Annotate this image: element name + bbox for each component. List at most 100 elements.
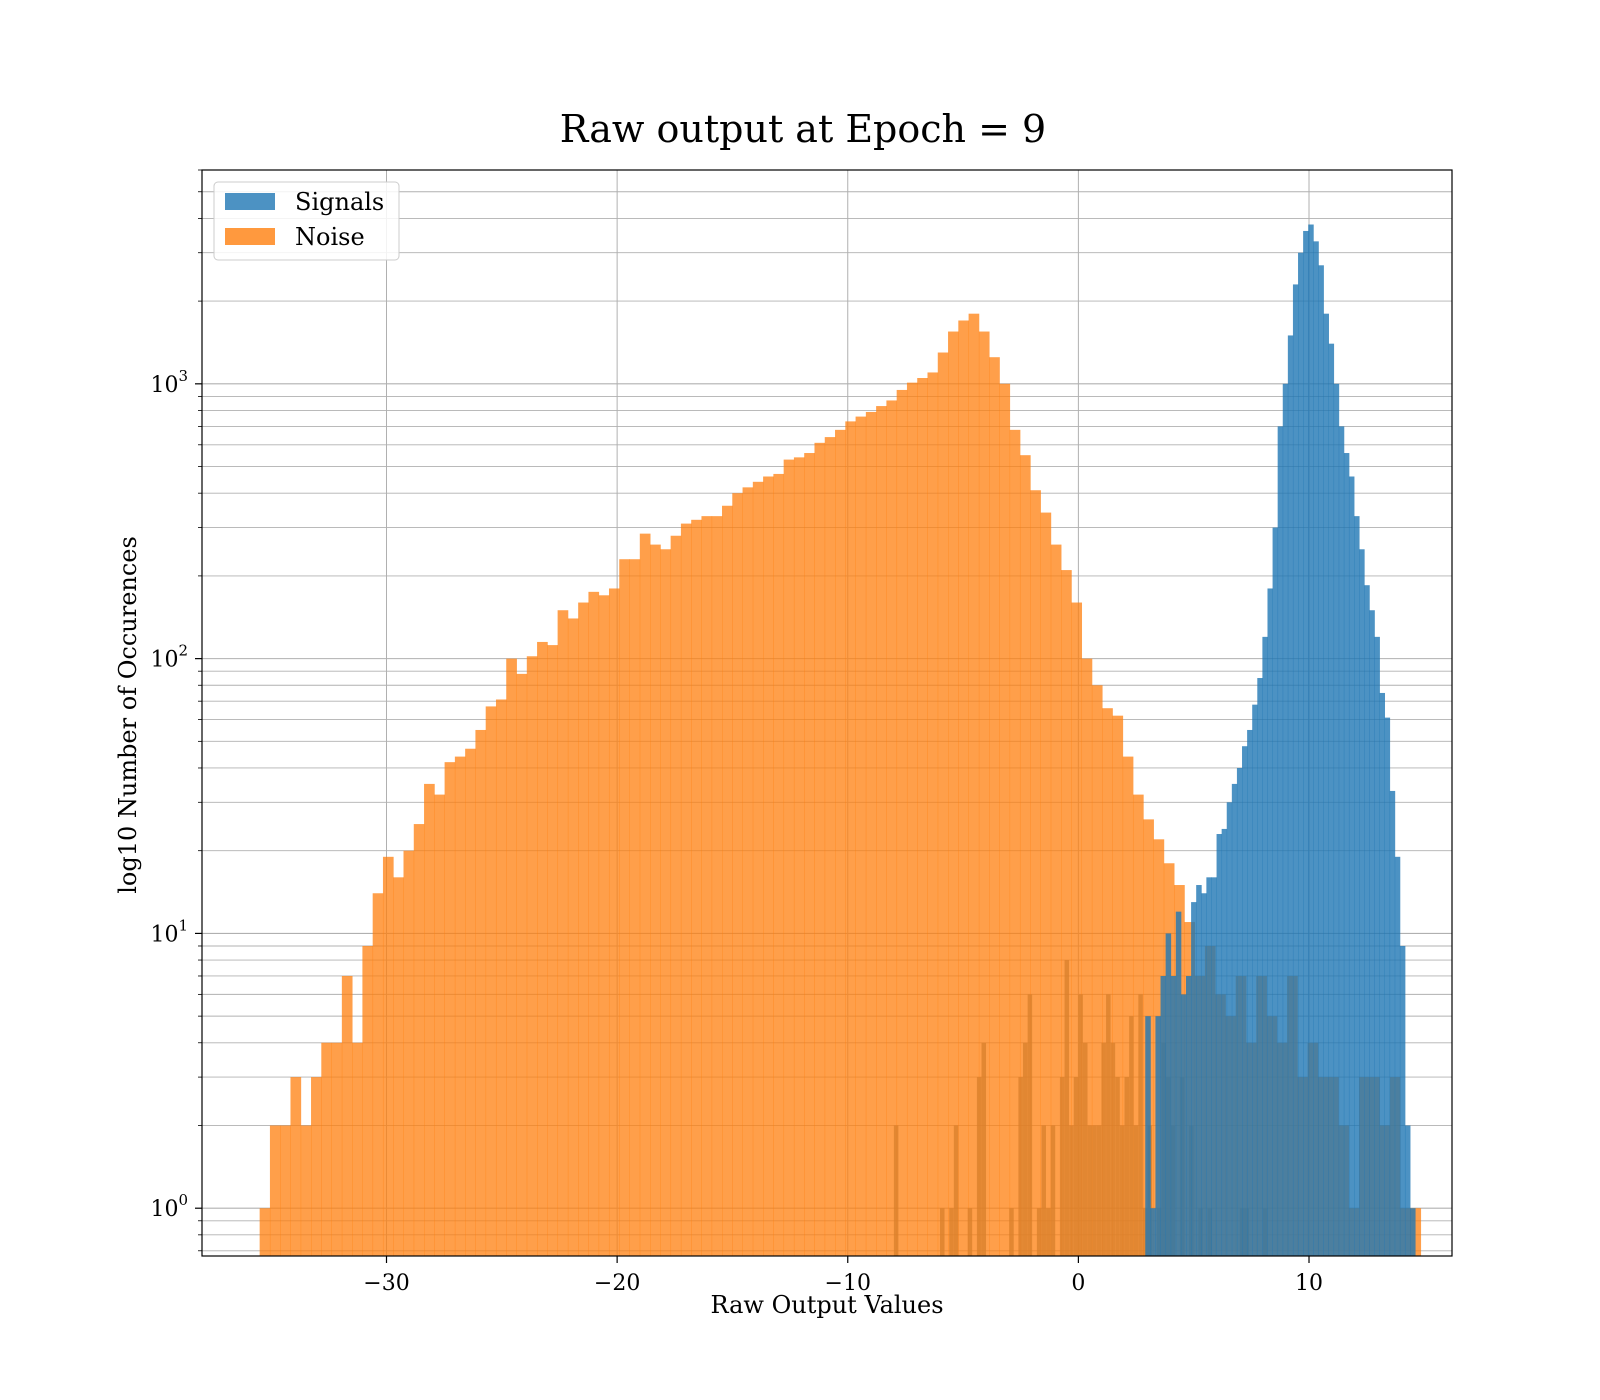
- histogram-bar: [444, 762, 456, 1256]
- histogram-bar: [1410, 1208, 1416, 1256]
- histogram-bar: [1186, 975, 1192, 1256]
- histogram-bar: [567, 618, 579, 1256]
- histogram-bar: [1410, 1208, 1422, 1256]
- x-tick-label: −30: [363, 1271, 409, 1296]
- histogram-bar: [1257, 678, 1263, 1256]
- histogram-bar: [855, 416, 867, 1257]
- plot-frame: [201, 169, 1453, 1257]
- histogram-bar: [1272, 527, 1279, 1256]
- histogram-bar: [824, 437, 836, 1256]
- histogram-bar: [1359, 549, 1365, 1256]
- histogram-bar: [1379, 692, 1386, 1256]
- x-tick-label: −20: [594, 1271, 640, 1296]
- histogram-bar: [1242, 746, 1248, 1256]
- histogram-bar: [1343, 453, 1350, 1257]
- histogram-bar: [280, 1125, 291, 1256]
- histogram-bar: [1061, 570, 1072, 1256]
- histogram-bar: [1404, 1125, 1411, 1256]
- y-tick-label: 102: [150, 642, 188, 673]
- histogram-bar: [670, 535, 682, 1256]
- histogram-bar: [711, 516, 723, 1256]
- histogram-bar: [1277, 426, 1284, 1257]
- histogram-bar: [1124, 1077, 1130, 1256]
- histogram-bar: [1064, 960, 1070, 1256]
- histogram-bar: [1247, 729, 1253, 1256]
- histogram-bar: [1050, 544, 1062, 1256]
- histogram-bar: [896, 389, 908, 1257]
- histogram-bar: [382, 856, 394, 1256]
- histogram-bar: [1211, 877, 1217, 1256]
- histogram-bar: [1308, 224, 1314, 1256]
- histogram-bar: [773, 473, 785, 1256]
- legend-label-signals: Signals: [295, 188, 384, 216]
- histogram-bar: [1191, 902, 1197, 1256]
- series-bars-2: [1145, 224, 1416, 1257]
- histogram-bar: [608, 588, 620, 1256]
- legend-swatch-signals: [225, 193, 275, 210]
- histogram-bar: [1122, 756, 1134, 1256]
- histogram-bar: [1384, 717, 1391, 1256]
- histogram-bar: [1115, 1077, 1120, 1256]
- histogram-bar: [495, 699, 507, 1256]
- histogram-bar: [1399, 945, 1406, 1256]
- histogram-bar: [372, 893, 384, 1256]
- histogram-bar: [835, 429, 846, 1256]
- histogram-bar: [893, 1125, 899, 1256]
- histogram-bar: [1030, 490, 1041, 1256]
- histogram-bar: [1196, 885, 1202, 1256]
- histogram-bar: [1036, 1208, 1042, 1256]
- histogram-bar: [526, 656, 538, 1256]
- histogram-bar: [1082, 1042, 1088, 1256]
- histogram-bar: [1267, 588, 1273, 1256]
- histogram-bar: [804, 453, 815, 1257]
- histogram-bar: [1313, 241, 1319, 1257]
- histogram-bar: [475, 729, 487, 1256]
- histogram-bar: [1009, 429, 1021, 1256]
- histogram-bar: [1231, 783, 1238, 1256]
- histogram-bar: [953, 1125, 959, 1256]
- histogram-bar: [940, 1208, 945, 1256]
- histogram-bar: [588, 591, 600, 1256]
- histogram-bar: [403, 850, 415, 1256]
- histogram-bar: [1129, 1016, 1134, 1256]
- histogram-bar: [1170, 975, 1177, 1256]
- histogram-bar: [331, 1042, 343, 1256]
- histogram-bar: [680, 523, 692, 1256]
- histogram-bar: [1374, 636, 1380, 1256]
- plot-area: −30 −20 −10 0 10 100 101 102 103: [150, 169, 1453, 1296]
- histogram-bar: [619, 559, 630, 1256]
- histogram-bar: [1092, 1125, 1097, 1256]
- histogram-bar: [1298, 252, 1304, 1257]
- histogram-bar: [393, 877, 404, 1256]
- histogram-bar: [424, 783, 435, 1256]
- y-axis-label: log10 Number of Occurences: [114, 536, 142, 894]
- histogram-bar: [1142, 1208, 1148, 1256]
- histogram-bar: [981, 1042, 987, 1256]
- x-tick-label: 0: [1071, 1271, 1085, 1296]
- histogram-bar: [976, 1077, 982, 1256]
- histogram-bar: [1138, 994, 1143, 1256]
- histogram-bar: [1354, 516, 1360, 1256]
- histogram-bar: [865, 411, 877, 1257]
- histogram-bar: [639, 533, 651, 1256]
- histogram-bar: [999, 383, 1011, 1256]
- histogram-bar: [1133, 1125, 1139, 1256]
- x-axis-label: Raw Output Values: [710, 1291, 943, 1319]
- histogram-bar: [1328, 343, 1335, 1257]
- histogram-bars: [259, 224, 1422, 1257]
- histogram-bar: [598, 595, 610, 1256]
- histogram-bar: [1110, 1042, 1116, 1256]
- histogram-bar: [434, 794, 445, 1256]
- histogram-bar: [660, 549, 672, 1256]
- x-tick-label: 10: [1295, 1271, 1323, 1296]
- x-tick-label: −10: [825, 1271, 871, 1296]
- histogram-bar: [1040, 512, 1052, 1256]
- histogram-bar: [1221, 828, 1228, 1256]
- histogram-bar: [1009, 1208, 1014, 1256]
- histogram-bar: [1333, 383, 1340, 1256]
- histogram-bar: [269, 1125, 281, 1256]
- histogram-bar: [506, 658, 517, 1256]
- histogram-bar: [1155, 1016, 1161, 1256]
- histogram-bar: [1041, 1125, 1046, 1256]
